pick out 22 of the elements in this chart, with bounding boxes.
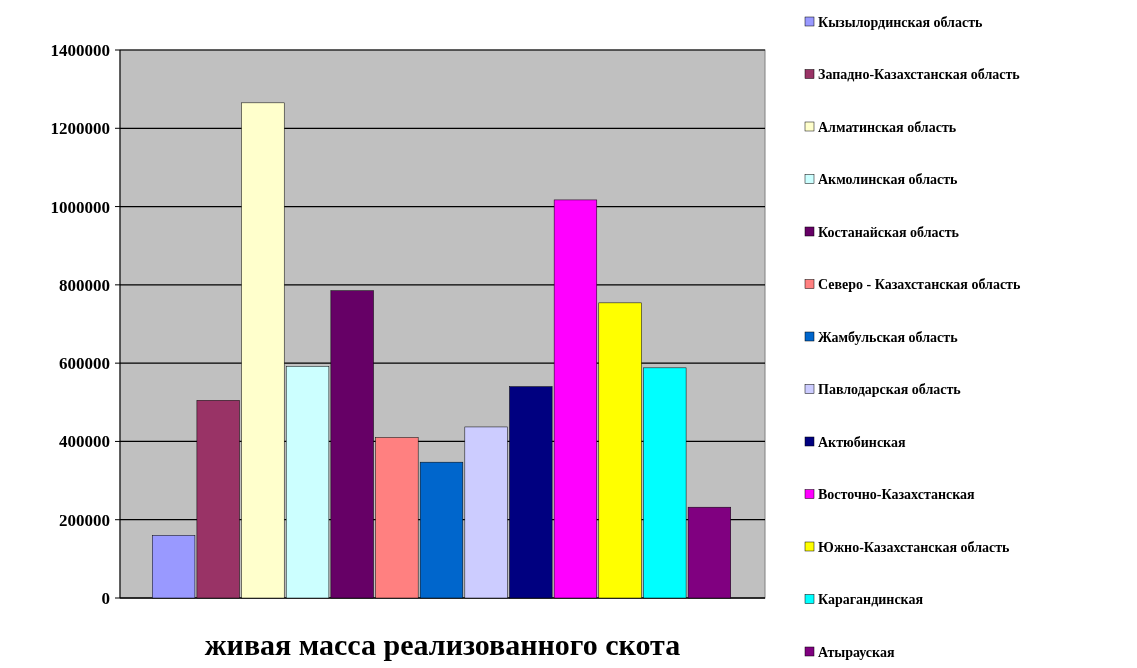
y-tick-label: 1400000 [50, 40, 110, 60]
legend-label: Южно-Казахстанская область [818, 539, 1011, 555]
y-tick-label: 200000 [59, 510, 110, 530]
legend-label: Кызылординская область [818, 14, 984, 30]
y-tick-label: 600000 [59, 354, 110, 374]
legend-label: Алматинская область [818, 119, 957, 135]
legend-label: Павлодарская область [818, 382, 962, 398]
legend-label: Атырауская [818, 644, 895, 660]
legend-label: Восточно-Казахстанская [818, 487, 976, 503]
legend-label: Жамбульская область [818, 329, 959, 345]
legend-label: Костанайская область [818, 224, 960, 240]
y-tick-label: 1000000 [50, 197, 110, 217]
y-tick-label: 400000 [59, 432, 110, 452]
x-axis-title: живая масса реализованного скота [204, 628, 681, 661]
legend-label: Акмолинская область [818, 172, 959, 188]
y-tick-label: 800000 [59, 275, 110, 295]
legend-label: Западно-Казахстанская область [818, 67, 1021, 83]
legend-label: Северо - Казахстанская область [818, 277, 1021, 293]
legend-label: Актюбинская [818, 434, 906, 450]
legend-label: Карагандинская [818, 592, 924, 608]
y-tick-label: 1200000 [50, 119, 110, 139]
y-tick-label: 0 [101, 588, 110, 608]
